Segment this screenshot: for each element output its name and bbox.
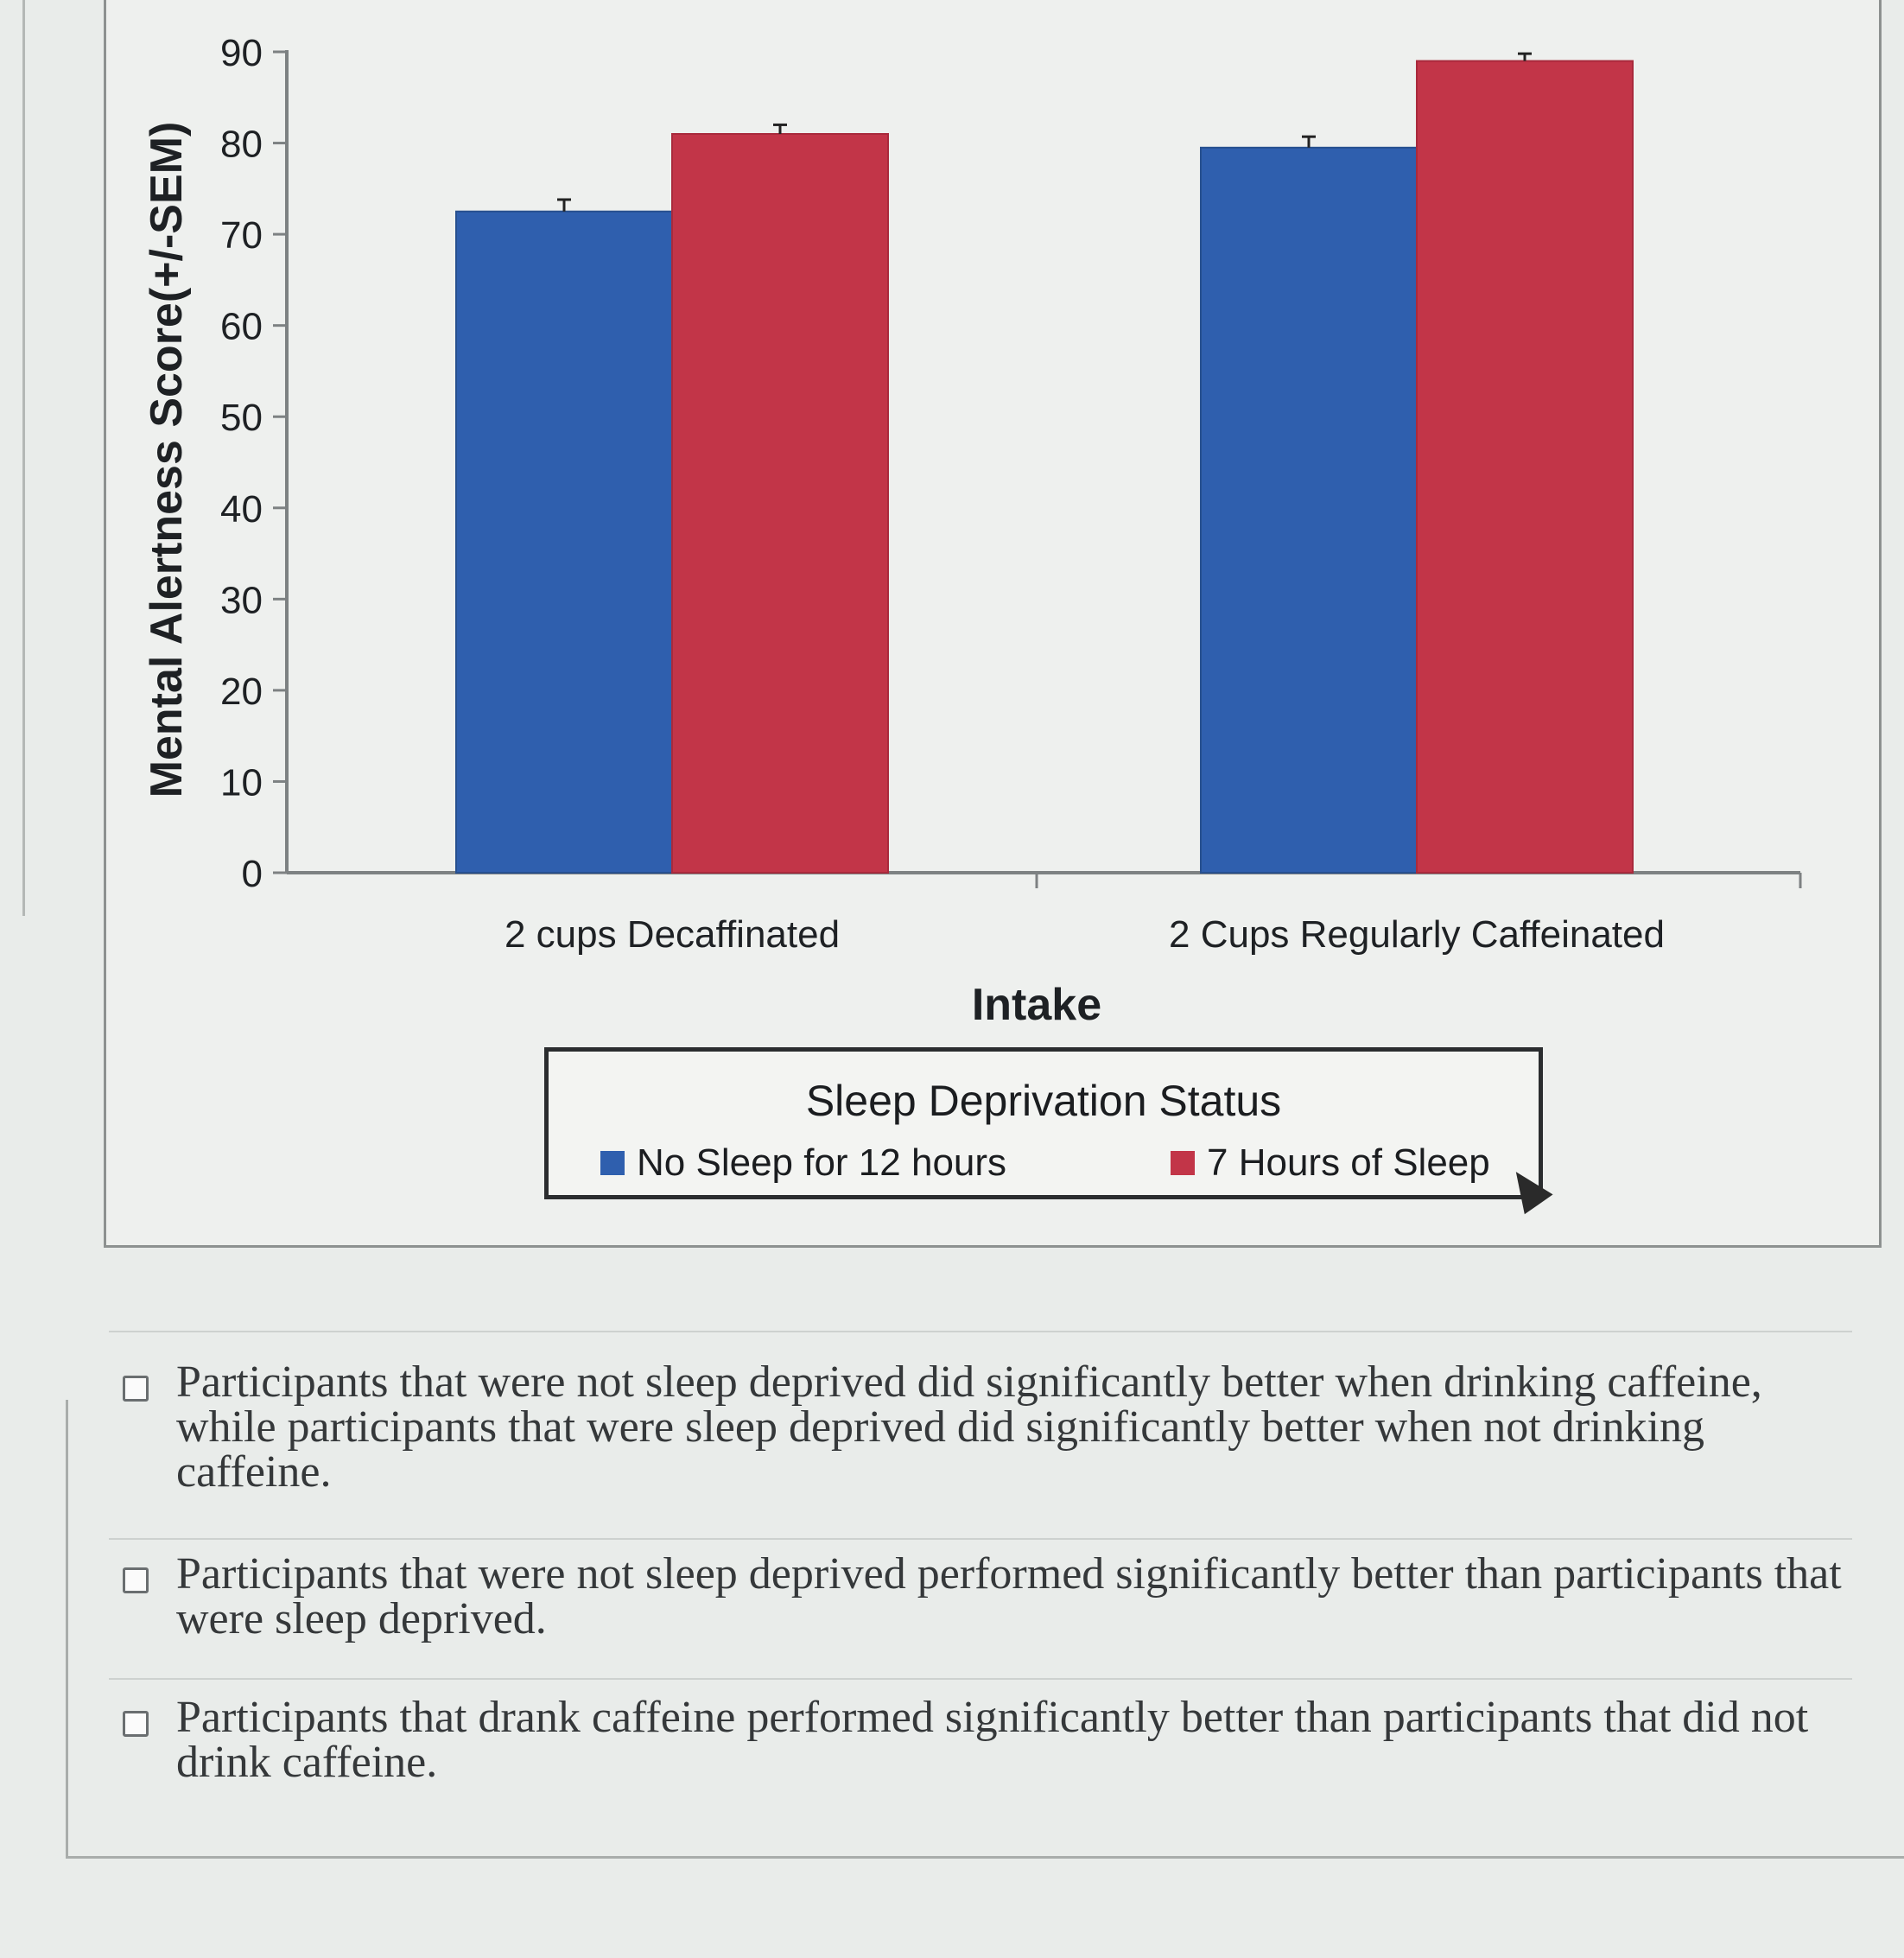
y-tick-label: 30 <box>220 579 263 621</box>
bar <box>455 210 673 874</box>
y-tick-label: 0 <box>242 853 263 895</box>
option-3-text: Participants that drank caffeine perform… <box>176 1693 1809 1787</box>
legend-item-seven-hours: 7 Hours of Sleep <box>1171 1141 1490 1185</box>
bar <box>1416 60 1634 874</box>
option-2-text: Participants that were not sleep deprive… <box>176 1549 1842 1643</box>
y-tick-label: 40 <box>220 488 263 531</box>
option-1-checkbox[interactable] <box>123 1376 149 1402</box>
bar <box>1200 146 1418 874</box>
option-2-checkbox[interactable] <box>123 1567 149 1593</box>
answer-options: Participants that were not sleep deprive… <box>66 1279 1904 1866</box>
legend-swatch-red <box>1171 1151 1195 1175</box>
option-1-text: Participants that were not sleep deprive… <box>176 1357 1762 1497</box>
question-left-border <box>66 1400 68 1858</box>
y-tick-label: 10 <box>220 761 263 804</box>
y-tick-label: 50 <box>220 397 263 439</box>
option-divider <box>109 1538 1852 1540</box>
legend-label-no-sleep: No Sleep for 12 hours <box>637 1141 1007 1184</box>
option-3[interactable]: Participants that drank caffeine perform… <box>123 1695 1844 1785</box>
y-tick-label: 90 <box>220 32 263 74</box>
y-tick-label: 80 <box>220 124 263 166</box>
x-tick-label: 2 cups Decaffinated <box>505 913 840 956</box>
option-2[interactable]: Participants that were not sleep deprive… <box>123 1552 1844 1642</box>
y-axis-title: Mental Alertness Score(+/-SEM) <box>142 122 192 798</box>
option-divider <box>109 1331 1852 1332</box>
y-tick-label: 60 <box>220 306 263 348</box>
legend-item-no-sleep: No Sleep for 12 hours <box>600 1141 1006 1185</box>
option-divider <box>109 1678 1852 1680</box>
legend: Sleep Deprivation Status No Sleep for 12… <box>544 1047 1543 1199</box>
bar <box>671 133 889 874</box>
y-tick-label: 70 <box>220 214 263 257</box>
legend-swatch-blue <box>600 1151 625 1175</box>
legend-label-seven-hours: 7 Hours of Sleep <box>1207 1141 1490 1184</box>
question-bottom-border <box>66 1856 1904 1859</box>
x-tick-label: 2 Cups Regularly Caffeinated <box>1169 913 1665 956</box>
page-left-border <box>22 0 25 916</box>
y-tick-label: 20 <box>220 671 263 713</box>
option-3-checkbox[interactable] <box>123 1711 149 1737</box>
legend-title: Sleep Deprivation Status <box>805 1077 1282 1125</box>
bar-chart: 0 10 20 30 40 50 60 70 80 90 2 cups Decaffinated 2 … <box>142 32 1802 1030</box>
option-1[interactable]: Participants that were not sleep deprive… <box>123 1360 1844 1495</box>
x-axis-title: Intake <box>972 980 1101 1030</box>
